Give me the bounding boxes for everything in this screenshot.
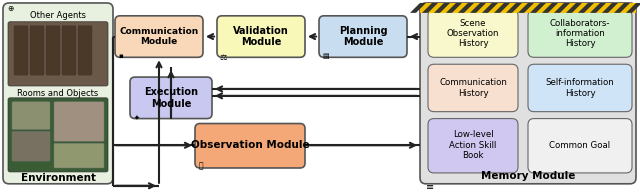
FancyBboxPatch shape	[428, 119, 518, 173]
FancyBboxPatch shape	[217, 16, 305, 57]
FancyBboxPatch shape	[428, 10, 518, 57]
Text: Environment: Environment	[20, 173, 95, 183]
Text: Communication
Module: Communication Module	[120, 27, 198, 46]
Text: ✦: ✦	[134, 115, 140, 121]
Polygon shape	[506, 3, 522, 13]
Text: Observation Module: Observation Module	[191, 140, 309, 150]
Text: ≡: ≡	[426, 182, 434, 192]
Text: Planning
Module: Planning Module	[339, 26, 387, 47]
FancyBboxPatch shape	[54, 143, 104, 168]
Polygon shape	[590, 3, 606, 13]
FancyBboxPatch shape	[420, 3, 636, 13]
FancyBboxPatch shape	[428, 64, 518, 112]
Text: Validation
Module: Validation Module	[233, 26, 289, 47]
Polygon shape	[518, 3, 534, 13]
Text: Memory Module: Memory Module	[481, 171, 575, 181]
Polygon shape	[578, 3, 594, 13]
Text: Self-information
History: Self-information History	[546, 78, 614, 98]
Polygon shape	[614, 3, 630, 13]
Text: Collaborators-
information
History: Collaborators- information History	[550, 19, 611, 48]
Text: ▤: ▤	[322, 53, 328, 59]
FancyBboxPatch shape	[420, 3, 636, 184]
Text: ▪: ▪	[118, 53, 123, 59]
FancyBboxPatch shape	[195, 124, 305, 168]
FancyBboxPatch shape	[54, 102, 104, 141]
FancyBboxPatch shape	[12, 131, 50, 161]
FancyBboxPatch shape	[14, 26, 28, 75]
Text: Other Agents: Other Agents	[30, 11, 86, 20]
FancyBboxPatch shape	[3, 3, 113, 184]
Text: Execution
Module: Execution Module	[144, 87, 198, 109]
FancyBboxPatch shape	[62, 26, 76, 75]
Text: Common Goal: Common Goal	[549, 141, 611, 150]
Polygon shape	[410, 3, 426, 13]
FancyBboxPatch shape	[46, 26, 60, 75]
Polygon shape	[422, 3, 438, 13]
Text: ⊕: ⊕	[7, 4, 13, 13]
Text: ⚖: ⚖	[220, 53, 227, 62]
Text: Low-level
Action Skill
Book: Low-level Action Skill Book	[449, 130, 497, 160]
FancyBboxPatch shape	[8, 98, 108, 172]
Polygon shape	[554, 3, 570, 13]
Text: Communication
History: Communication History	[439, 78, 507, 98]
Polygon shape	[626, 3, 640, 13]
FancyBboxPatch shape	[528, 119, 632, 173]
Text: 🔍: 🔍	[199, 161, 204, 170]
Polygon shape	[494, 3, 510, 13]
FancyBboxPatch shape	[78, 26, 92, 75]
Polygon shape	[602, 3, 618, 13]
Polygon shape	[458, 3, 474, 13]
Polygon shape	[482, 3, 498, 13]
FancyBboxPatch shape	[528, 64, 632, 112]
FancyBboxPatch shape	[30, 26, 44, 75]
Polygon shape	[446, 3, 462, 13]
FancyBboxPatch shape	[528, 10, 632, 57]
FancyBboxPatch shape	[8, 22, 108, 86]
Text: Rooms and Objects: Rooms and Objects	[17, 89, 99, 98]
FancyBboxPatch shape	[115, 16, 203, 57]
FancyBboxPatch shape	[130, 77, 212, 119]
Polygon shape	[530, 3, 546, 13]
Polygon shape	[542, 3, 558, 13]
FancyBboxPatch shape	[12, 102, 50, 129]
Text: Scene
Observation
History: Scene Observation History	[447, 19, 499, 48]
Polygon shape	[470, 3, 486, 13]
FancyBboxPatch shape	[319, 16, 407, 57]
Polygon shape	[434, 3, 450, 13]
Polygon shape	[566, 3, 582, 13]
